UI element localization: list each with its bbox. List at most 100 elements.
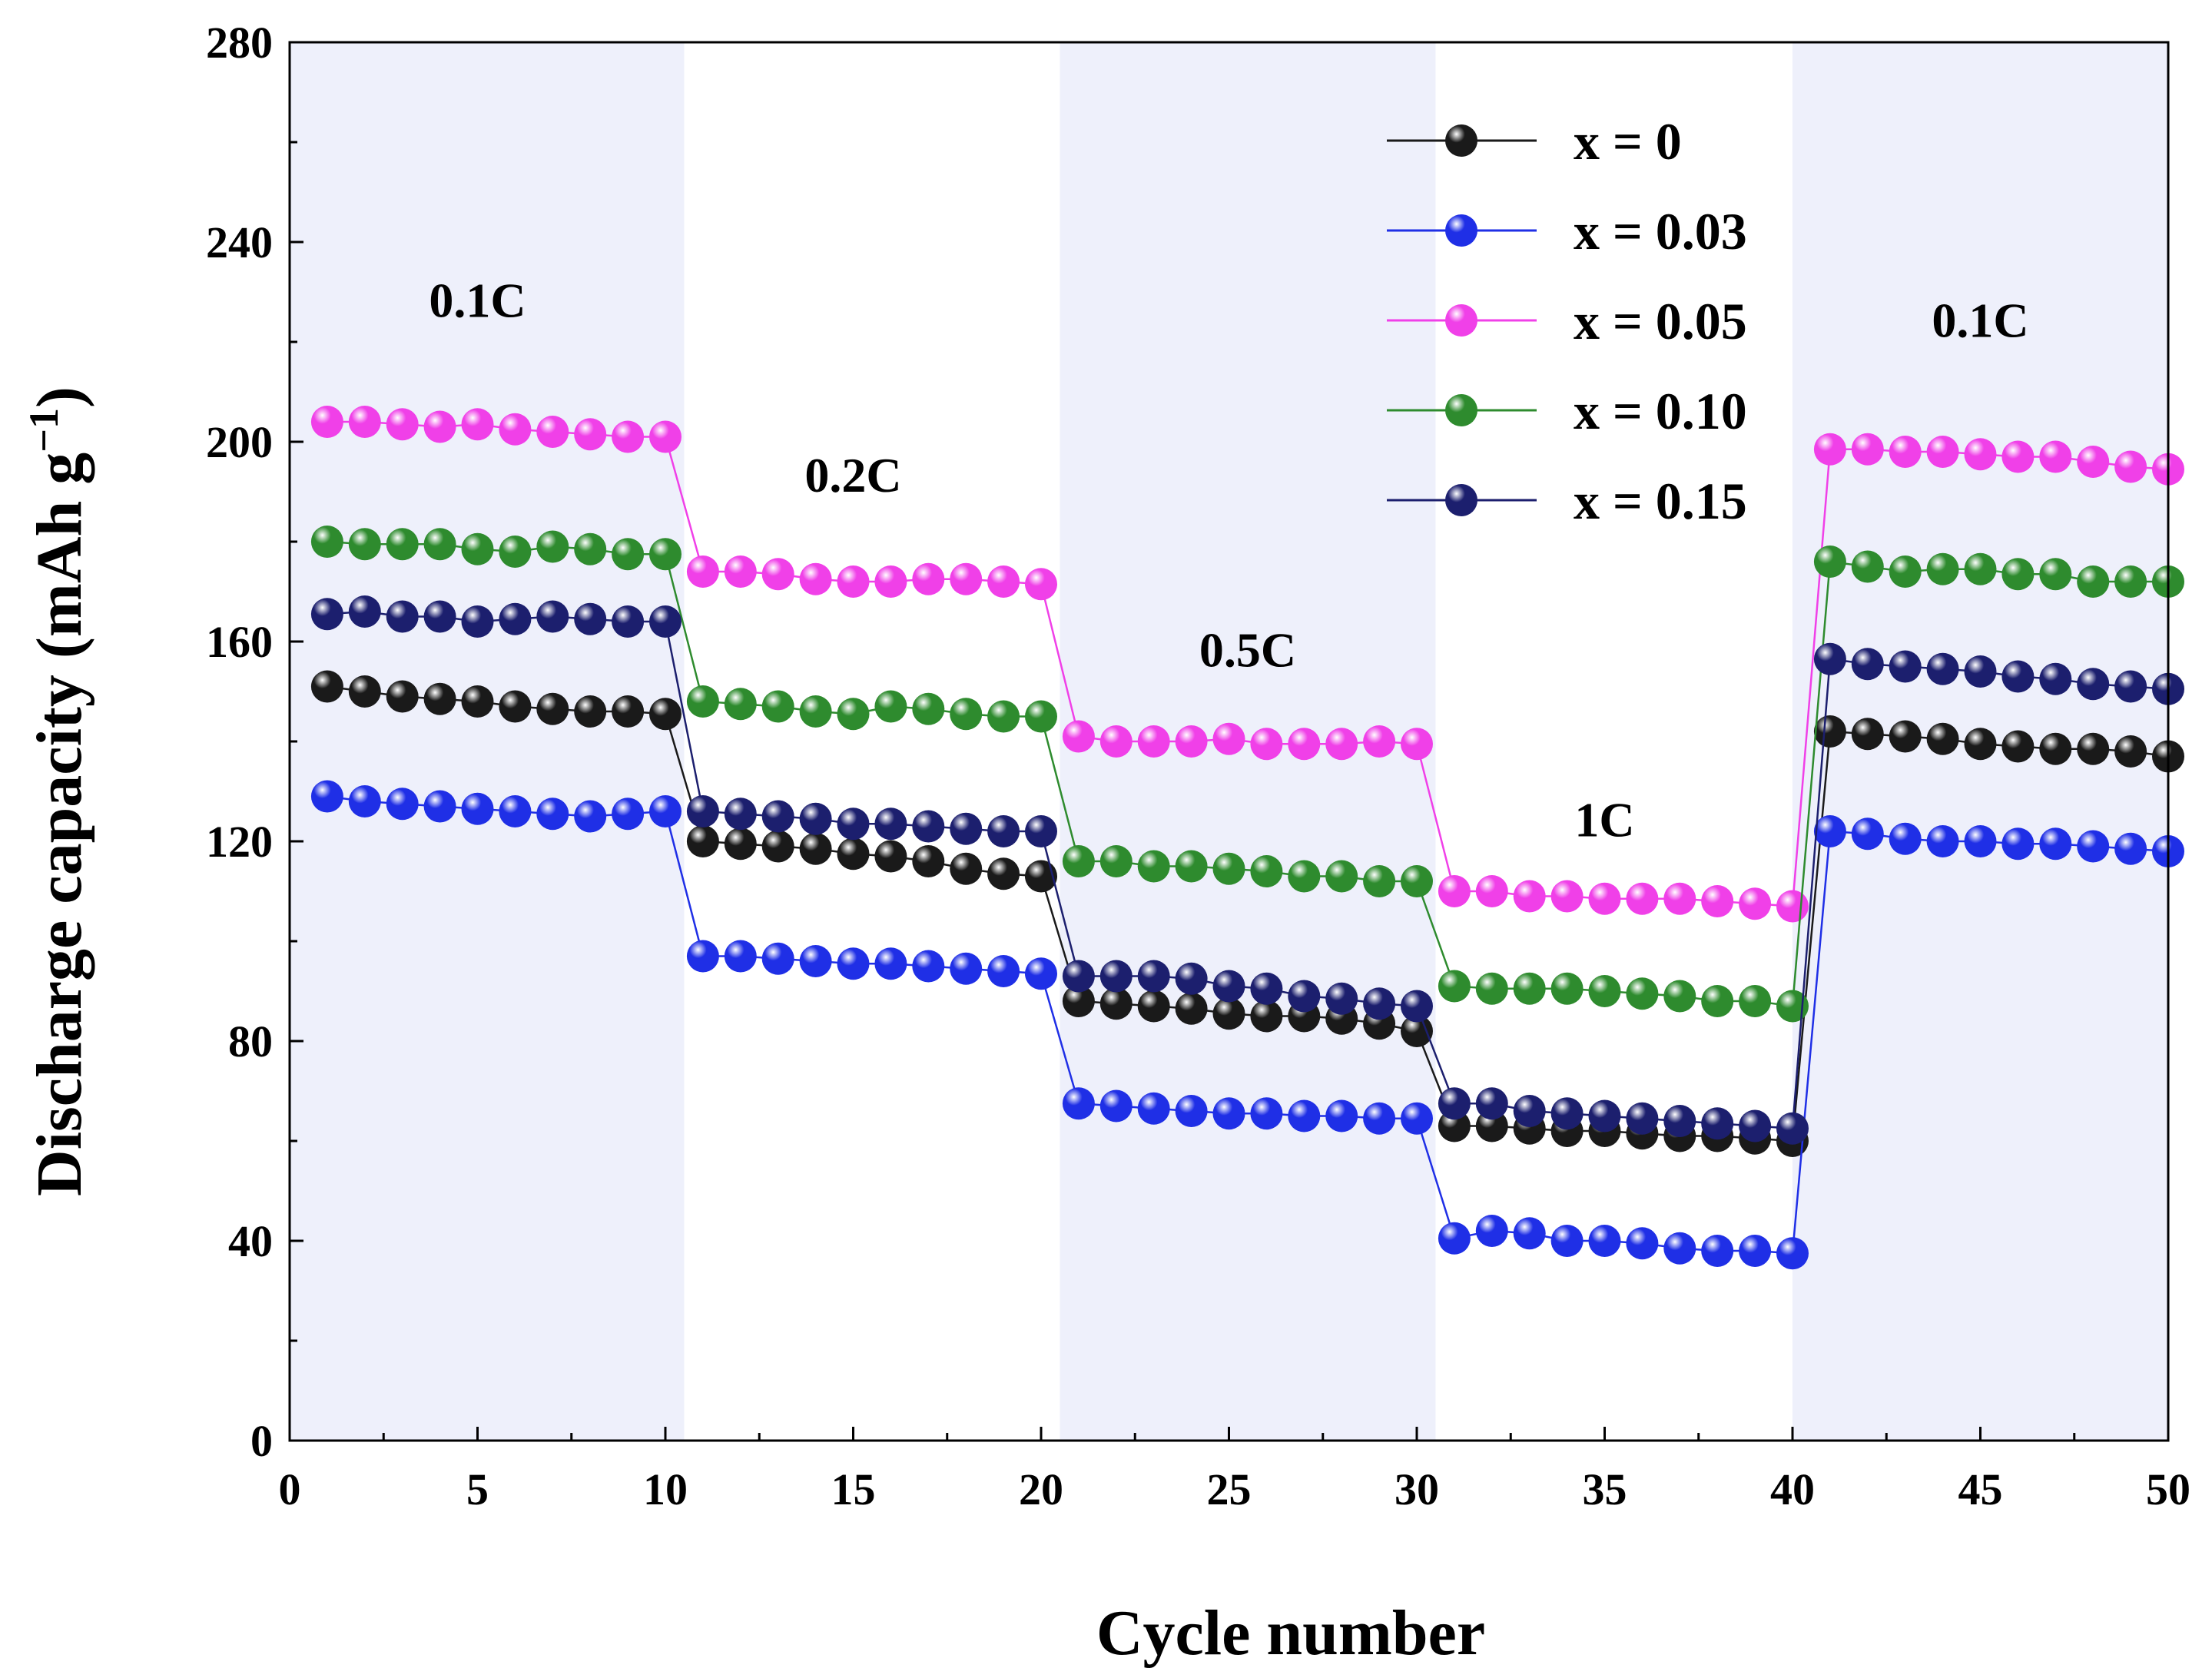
point [2039, 662, 2072, 695]
point [1739, 985, 1772, 1017]
point [348, 595, 381, 628]
point [1062, 985, 1095, 1017]
point [1137, 850, 1170, 883]
point [2039, 827, 2072, 861]
point [1062, 1087, 1095, 1120]
point [761, 558, 794, 591]
point [310, 598, 343, 631]
rate-label-2: 0.2C [804, 448, 901, 502]
point [799, 695, 832, 728]
point [612, 538, 645, 571]
point [1250, 855, 1283, 887]
point [912, 810, 945, 843]
point [1889, 555, 1922, 588]
point [724, 940, 757, 973]
y-tick-label: 40 [228, 1216, 273, 1266]
point [761, 942, 794, 975]
point [1739, 1235, 1772, 1267]
point [1813, 642, 1846, 675]
point [1475, 1215, 1508, 1247]
point [799, 832, 832, 865]
point [1475, 1087, 1508, 1120]
point [649, 538, 682, 571]
point [950, 812, 983, 845]
y-tick-label: 280 [206, 18, 273, 68]
point [499, 602, 532, 635]
legend-item-2: x = 0.03 [1387, 202, 1747, 260]
rate-label-5: 0.1C [1932, 293, 2028, 348]
point [950, 698, 983, 731]
point [724, 688, 757, 721]
point [1438, 1109, 1471, 1142]
x-tick-label: 5 [466, 1464, 489, 1514]
point [1288, 860, 1321, 893]
point [1288, 728, 1321, 761]
point [461, 685, 494, 718]
y-tick-label: 200 [206, 417, 273, 467]
point [348, 528, 381, 561]
point [837, 837, 870, 871]
point [1776, 1237, 1809, 1270]
point [1212, 970, 1245, 1003]
point [1475, 1109, 1508, 1142]
point [423, 528, 456, 561]
point [1739, 1109, 1772, 1142]
point [461, 605, 494, 638]
y-axis-title: Discharge capacity (mAh g−1) [21, 386, 95, 1196]
point [2077, 732, 2110, 765]
point [874, 565, 907, 598]
point [461, 532, 494, 565]
x-tick-label: 20 [1019, 1464, 1063, 1514]
point [1739, 887, 1772, 920]
point [386, 680, 419, 713]
rate-label-1: 0.1C [429, 274, 526, 328]
legend: x = 0 x = 0.03 x = 0.05 x = 0.10 x = 0.15 [1387, 112, 1747, 530]
point [1813, 815, 1846, 847]
legend-label: x = 0.05 [1574, 292, 1747, 350]
point [1438, 875, 1471, 907]
point [574, 800, 607, 833]
point [1964, 655, 1997, 688]
point [1926, 722, 1959, 755]
point [386, 600, 419, 633]
point [1099, 725, 1133, 758]
point [574, 602, 607, 635]
legend-label: x = 0 [1574, 112, 1682, 171]
point [1550, 1225, 1584, 1257]
point [2114, 450, 2147, 483]
point [686, 795, 719, 827]
point [1964, 552, 1997, 585]
point [874, 690, 907, 723]
point [987, 815, 1020, 847]
point [348, 675, 381, 708]
point [386, 408, 419, 441]
point [574, 418, 607, 451]
legend-marker [1445, 394, 1477, 426]
point [2114, 735, 2147, 768]
legend-marker [1445, 484, 1477, 516]
legend-marker [1445, 124, 1477, 157]
x-tick-label: 10 [643, 1464, 688, 1514]
point [1813, 715, 1846, 748]
point [1588, 1225, 1621, 1257]
legend-marker [1445, 214, 1477, 247]
y-tick-label: 240 [206, 217, 273, 267]
point [1663, 1232, 1696, 1265]
point [912, 950, 945, 983]
point [2077, 668, 2110, 701]
point [1851, 550, 1884, 583]
rate-label-3: 0.5C [1199, 623, 1296, 678]
legend-marker [1445, 304, 1477, 337]
point [1363, 725, 1396, 758]
x-tick-label: 40 [1770, 1464, 1815, 1514]
point [536, 416, 569, 448]
point [1212, 997, 1245, 1030]
point [1889, 822, 1922, 855]
point [761, 830, 794, 863]
point [612, 695, 645, 728]
y-tick-label: 80 [228, 1016, 273, 1066]
point [837, 807, 870, 841]
point [649, 698, 682, 731]
point [2001, 558, 2035, 591]
x-tick-label: 30 [1395, 1464, 1439, 1514]
